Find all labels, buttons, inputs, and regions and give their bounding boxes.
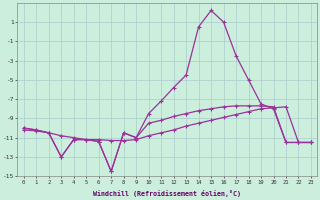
X-axis label: Windchill (Refroidissement éolien,°C): Windchill (Refroidissement éolien,°C) xyxy=(93,190,241,197)
